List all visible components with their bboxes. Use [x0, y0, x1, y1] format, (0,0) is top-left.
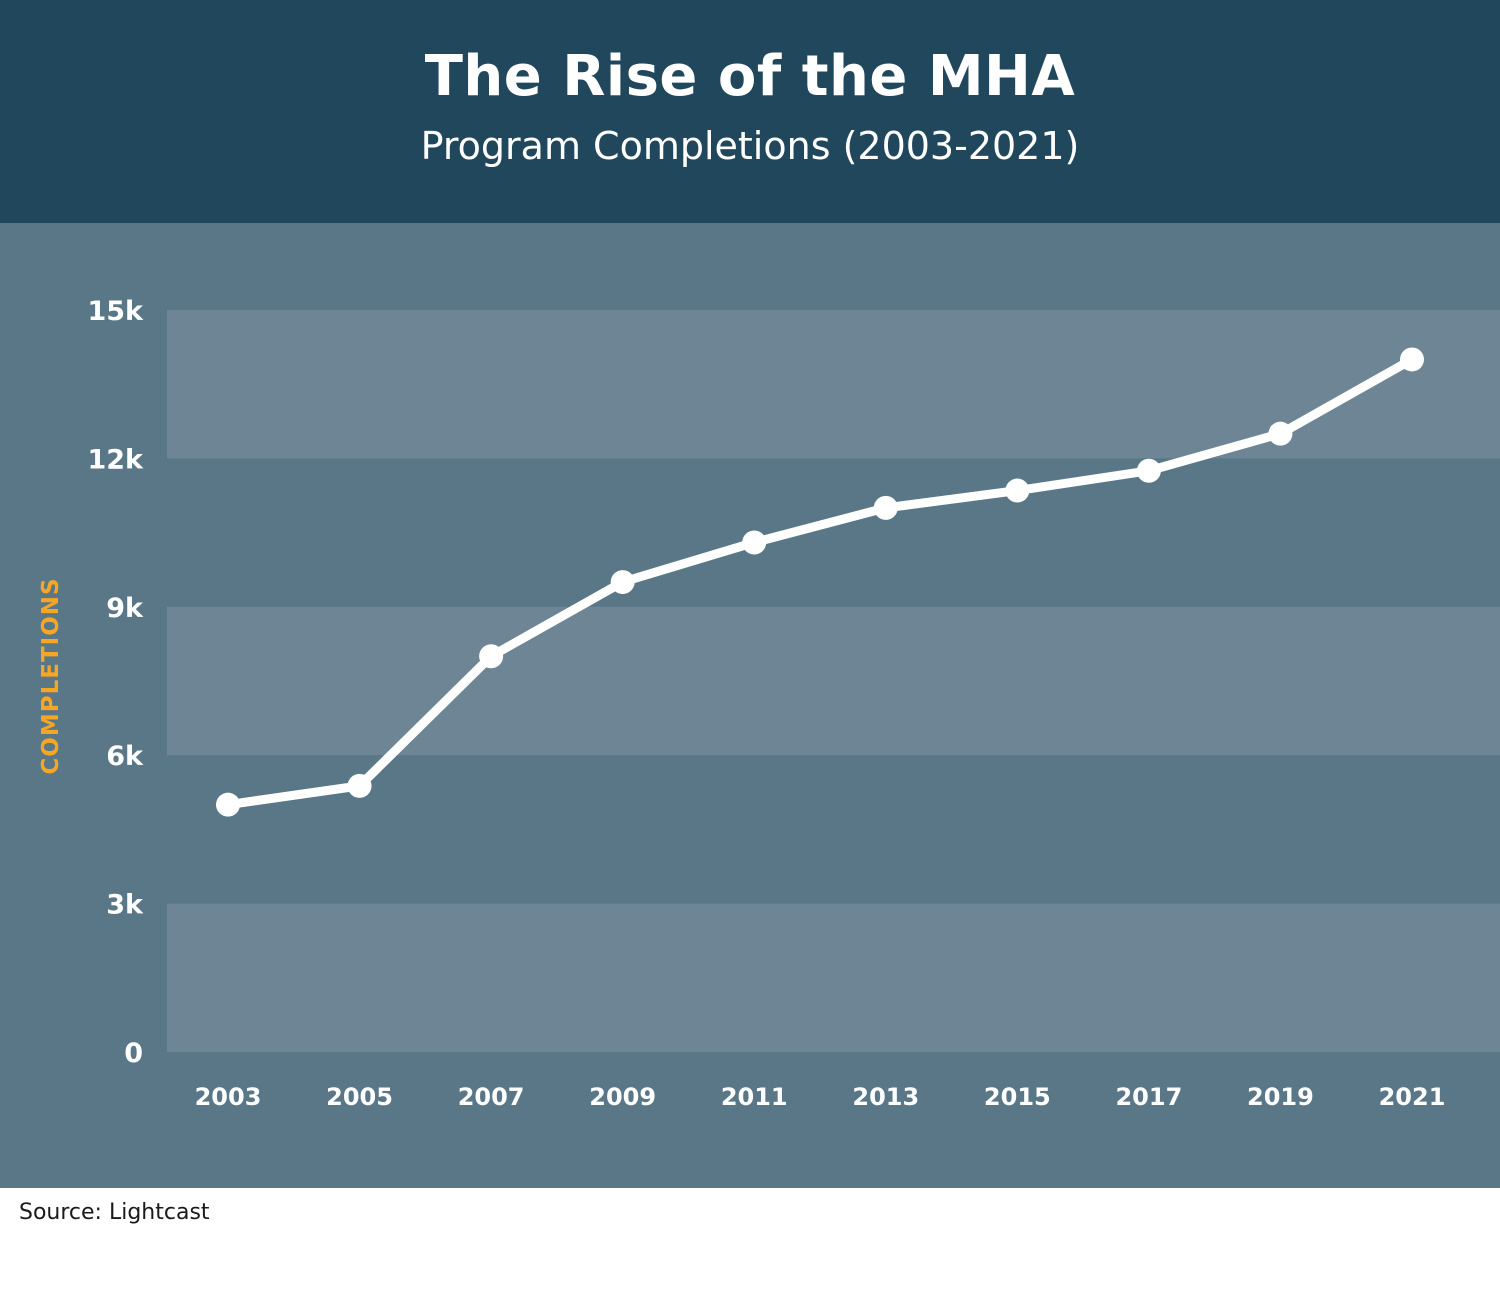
chart-panel: 0 3k 6k 9k 12k 15k 2003 2005 2007 2009 2011 2013 201… — [0, 223, 1500, 1188]
x-tick-label: 2013 — [852, 1083, 919, 1111]
x-tick-label: 2007 — [458, 1083, 525, 1111]
data-point — [1005, 478, 1030, 503]
grid-band — [167, 903, 1500, 1052]
data-point — [1136, 458, 1161, 483]
x-tick-label: 2017 — [1115, 1083, 1182, 1111]
x-tick-label: 2005 — [326, 1083, 393, 1111]
x-tick-label: 2021 — [1379, 1083, 1446, 1111]
data-point — [610, 570, 635, 595]
source-note: Source: Lightcast — [19, 1200, 210, 1225]
data-point — [479, 644, 504, 669]
line-chart: 0 3k 6k 9k 12k 15k 2003 2005 2007 2009 2011 2013 201… — [38, 296, 1500, 1111]
grid-band — [167, 310, 1500, 459]
y-tick-label: 9k — [106, 593, 144, 624]
x-tick-label: 2019 — [1247, 1083, 1314, 1111]
y-axis-label: COMPLETIONS — [38, 577, 64, 774]
y-tick-label: 3k — [106, 890, 144, 921]
y-tick-label: 12k — [87, 444, 144, 475]
chart-subtitle: Program Completions (2003-2021) — [420, 124, 1080, 168]
chart-header: The Rise of the MHA Program Completions … — [0, 0, 1500, 223]
grid-band — [167, 606, 1500, 756]
x-tick-label: 2011 — [721, 1083, 788, 1111]
x-tick-label: 2015 — [984, 1083, 1051, 1111]
data-point — [873, 495, 898, 520]
data-point — [1268, 421, 1293, 446]
y-tick-label: 0 — [124, 1038, 143, 1069]
data-point — [1400, 347, 1424, 372]
data-point — [216, 792, 240, 817]
y-tick-label: 15k — [87, 296, 144, 327]
series-line — [223, 354, 1417, 810]
data-point — [742, 530, 767, 555]
chart-title: The Rise of the MHA — [424, 44, 1076, 109]
x-tick-label: 2009 — [589, 1083, 656, 1111]
data-point — [347, 773, 372, 798]
y-tick-label: 6k — [106, 741, 144, 772]
x-tick-label: 2003 — [195, 1083, 262, 1111]
